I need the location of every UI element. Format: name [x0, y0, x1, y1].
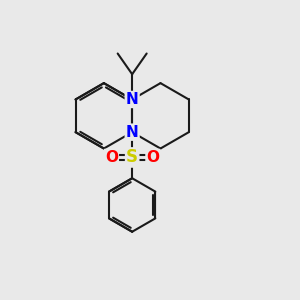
Text: S: S	[126, 148, 138, 166]
Text: O: O	[105, 150, 118, 165]
Text: O: O	[146, 150, 160, 165]
Text: N: N	[126, 125, 139, 140]
Text: N: N	[126, 92, 139, 107]
